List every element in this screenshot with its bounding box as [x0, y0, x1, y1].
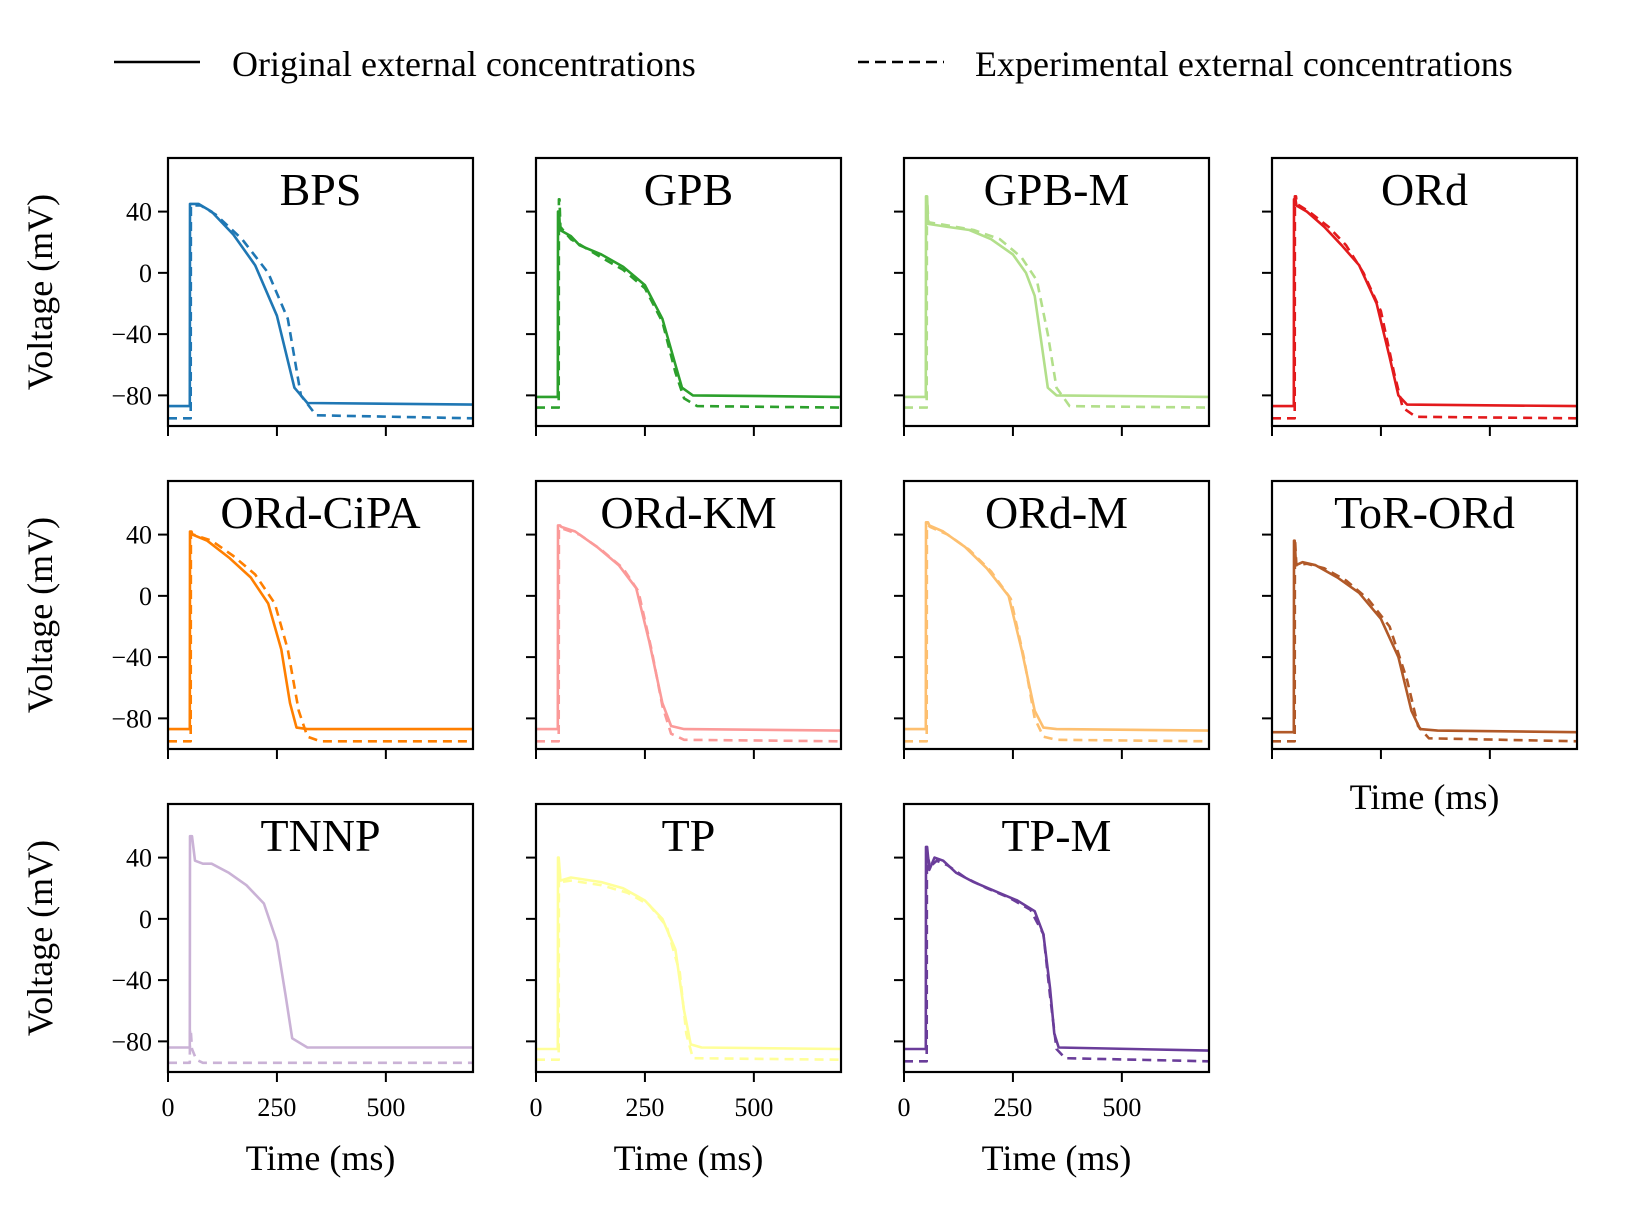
panel-frame: [902, 479, 1211, 751]
panel-ord-m: ORd-M: [894, 479, 1211, 759]
panel-title: ORd-M: [985, 487, 1128, 538]
panel-ord-km: ORd-KM: [526, 479, 843, 759]
y-tick-label: 40: [126, 844, 152, 873]
panel-frame: [166, 479, 475, 751]
experimental-trace: [904, 524, 1209, 743]
y-tick-label: −40: [111, 966, 152, 995]
original-trace: [904, 521, 1209, 732]
panel-frame: [166, 802, 475, 1074]
y-tick-label: 0: [139, 582, 152, 611]
panel-tnnp: TNNP 40 0 −40 −80 0 250 500 Time (ms) Voltage (mV…: [20, 802, 475, 1178]
panel-traces: [904, 845, 1209, 1063]
x-tick-label: 0: [898, 1093, 911, 1122]
panel-title: ORd: [1381, 164, 1468, 215]
panel-frame: [166, 156, 475, 428]
y-tick-label: 40: [126, 198, 152, 227]
y-axis-label: Voltage (mV): [20, 840, 60, 1036]
original-trace: [904, 195, 1209, 399]
y-tick-label: −80: [111, 1027, 152, 1056]
panel-frame: [1270, 156, 1579, 428]
x-axis-label: Time (ms): [982, 1138, 1132, 1178]
x-axis-label: Time (ms): [1350, 777, 1500, 817]
panel-title: ORd-CiPA: [220, 487, 420, 538]
x-axis-label: Time (ms): [246, 1138, 396, 1178]
y-tick-label: −80: [111, 381, 152, 410]
panel-title: ToR-ORd: [1334, 487, 1515, 538]
panel-traces: [904, 521, 1209, 743]
experimental-trace: [904, 204, 1209, 409]
panel-tp-m: TP-M 0 250 500 Time (ms): [894, 802, 1211, 1178]
panel-title: TP: [662, 810, 716, 861]
panel-title: GPB-M: [984, 164, 1130, 215]
panel-traces: [904, 195, 1209, 409]
y-tick-label: −40: [111, 320, 152, 349]
experimental-trace: [168, 204, 473, 420]
panel-ord-cipa: ORd-CiPA 40 0 −40 −80 Voltage (mV): [20, 479, 475, 759]
original-trace: [536, 210, 841, 399]
original-trace: [168, 834, 473, 1049]
panel-traces: [168, 202, 473, 420]
x-tick-label: 250: [257, 1093, 296, 1122]
panel-gpb-m: GPB-M: [894, 156, 1211, 436]
legend: Original external concentrations Experim…: [114, 44, 1513, 84]
panel-ord: ORd: [1262, 156, 1579, 436]
panel-tp: TP 0 250 500 Time (ms): [526, 802, 843, 1178]
panel-title: TP-M: [1002, 810, 1112, 861]
panel-title: ORd-KM: [600, 487, 776, 538]
panel-title: BPS: [280, 164, 362, 215]
panels: BPS 40 0 −40 −80 Voltage (mV) GPB GPB-M ORd ORd-C…: [20, 156, 1579, 1178]
panel-frame: [902, 156, 1211, 428]
y-tick-label: −40: [111, 643, 152, 672]
x-tick-label: 250: [625, 1093, 664, 1122]
legend-solid-label: Original external concentrations: [232, 44, 696, 84]
y-tick-label: 0: [139, 905, 152, 934]
experimental-trace: [536, 527, 841, 743]
experimental-trace: [168, 1027, 473, 1065]
original-trace: [536, 524, 841, 732]
x-tick-label: 500: [1102, 1093, 1141, 1122]
panel-frame: [534, 156, 843, 428]
panel-title: GPB: [644, 164, 733, 215]
panel-traces: [1272, 539, 1577, 743]
original-trace: [1272, 198, 1577, 408]
x-tick-label: 500: [366, 1093, 405, 1122]
panel-traces: [168, 530, 473, 743]
experimental-trace: [904, 856, 1209, 1063]
x-tick-label: 500: [734, 1093, 773, 1122]
experimental-trace: [1272, 539, 1577, 743]
panel-frame: [902, 802, 1211, 1074]
panel-title: TNNP: [260, 810, 380, 861]
panel-traces: [536, 856, 841, 1061]
panel-traces: [168, 834, 473, 1065]
panel-bps: BPS 40 0 −40 −80 Voltage (mV): [20, 156, 475, 436]
panel-tor-ord: ToR-ORd Time (ms): [1262, 479, 1579, 817]
x-axis-label: Time (ms): [614, 1138, 764, 1178]
experimental-trace: [1272, 195, 1577, 420]
panel-traces: [536, 524, 841, 743]
experimental-trace: [168, 533, 473, 743]
y-tick-label: −80: [111, 704, 152, 733]
original-trace: [168, 202, 473, 408]
panel-traces: [1272, 195, 1577, 420]
x-tick-label: 0: [530, 1093, 543, 1122]
x-tick-label: 0: [162, 1093, 175, 1122]
original-trace: [536, 856, 841, 1051]
legend-dashed-label: Experimental external concentrations: [975, 44, 1513, 84]
y-axis-label: Voltage (mV): [20, 517, 60, 713]
original-trace: [904, 845, 1209, 1052]
panel-traces: [536, 198, 841, 409]
original-trace: [1272, 539, 1577, 734]
y-tick-label: 0: [139, 259, 152, 288]
y-tick-label: 40: [126, 521, 152, 550]
panel-frame: [1270, 479, 1579, 751]
panel-gpb: GPB: [526, 156, 843, 436]
y-axis-label: Voltage (mV): [20, 194, 60, 390]
x-tick-label: 250: [993, 1093, 1032, 1122]
original-trace: [168, 530, 473, 731]
panel-frame: [534, 802, 843, 1074]
panel-frame: [534, 479, 843, 751]
experimental-trace: [536, 198, 841, 409]
